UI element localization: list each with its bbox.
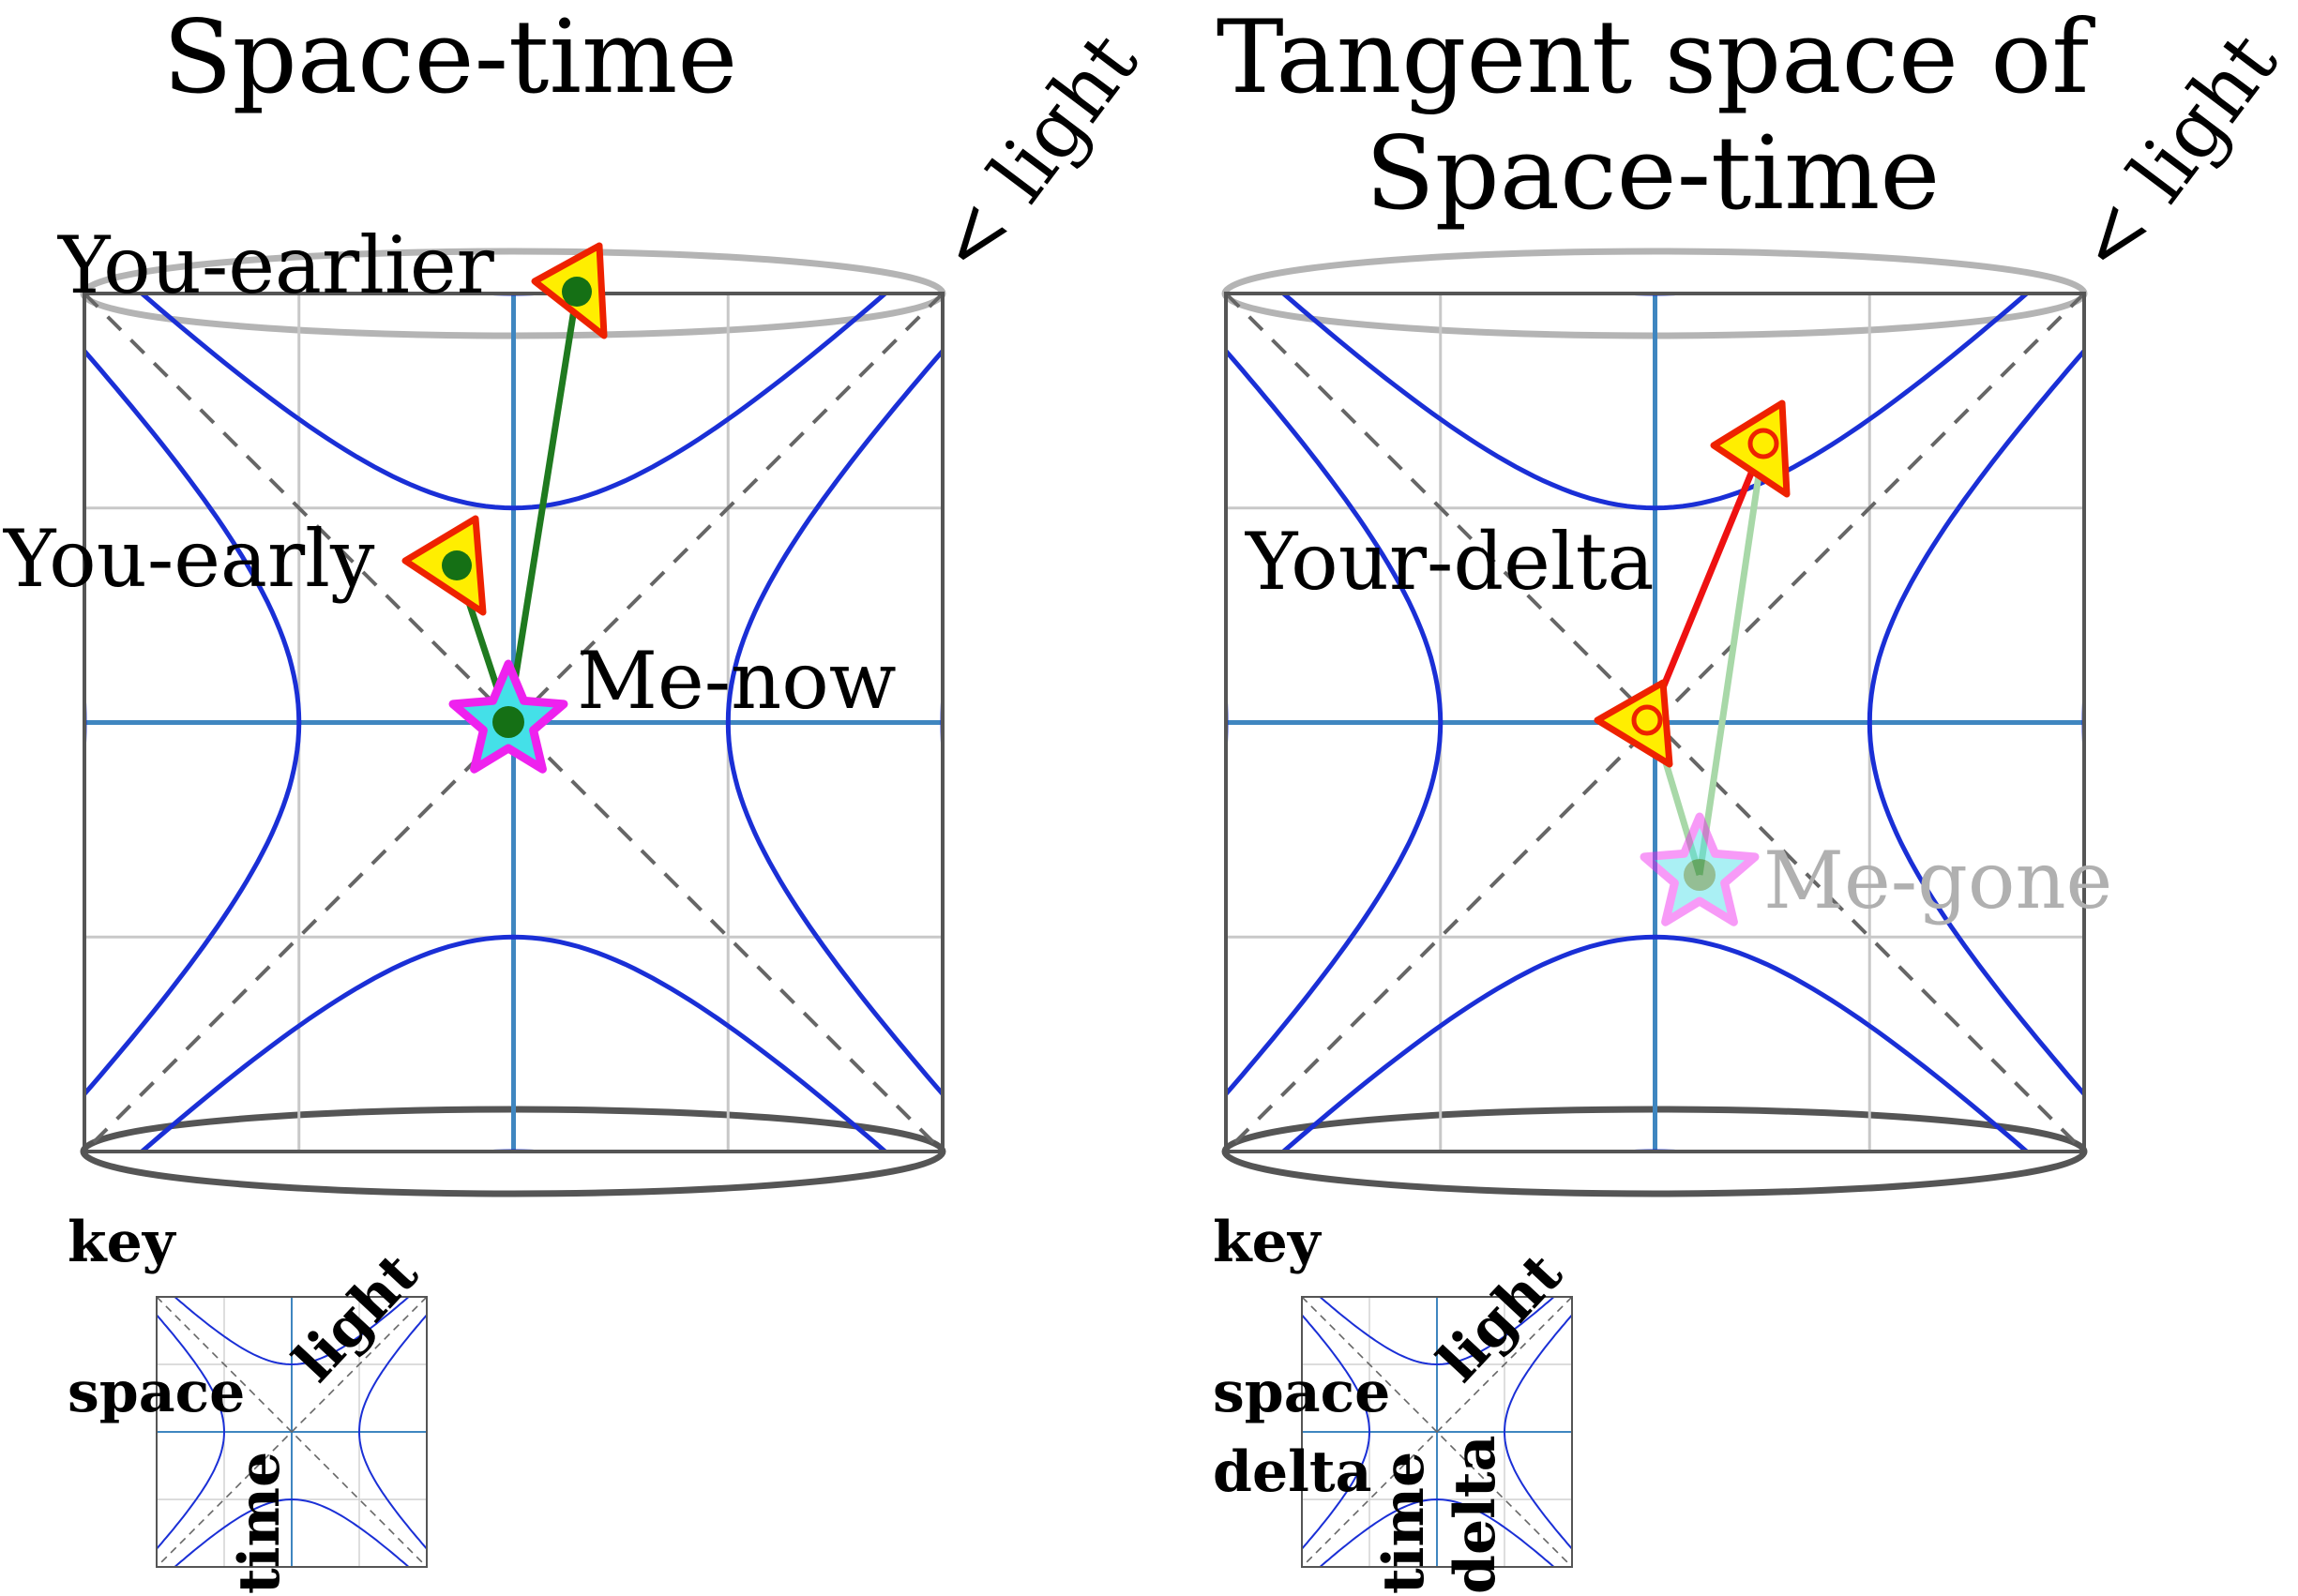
key-time-label: time [227,1452,293,1594]
me-gone-star [1640,812,1760,926]
spacelike-hyperbola [426,1415,427,1449]
spacelike-hyperbola [1302,1415,1303,1449]
key-light-label: light [1426,1241,1576,1394]
your-delta-label: Your-delta [1245,516,1655,608]
spacetime-panel: Space-time < light You-earlier You-early… [3,0,1156,1594]
key-time-label: time [1371,1452,1437,1594]
spacelike-hyperbola [157,1415,158,1449]
worldline-to-you-earlier [505,291,581,723]
timelike-hyperbola [1420,1566,1454,1567]
plot-frame [1224,292,2086,1153]
me-now-label: Me-now [577,635,897,727]
panel-title: Space-time [163,0,738,116]
light-cone-line [157,1297,427,1567]
spacelike-hyperbola [157,1313,226,1551]
key-time-delta-label: delta [1443,1435,1508,1594]
tangent-space-panel: Tangent space of Space-time < light Your… [1213,0,2295,1594]
key-frame [1301,1296,1573,1568]
timelike-hyperbola [1318,1498,1556,1567]
spacelike-hyperbola [1571,1415,1572,1449]
faded-worldline [1696,443,1767,876]
panel-title-line2: Space-time [1366,115,1941,233]
timelike-hyperbola [1279,294,2031,511]
spacelike-hyperbola [2081,677,2084,768]
timelike-hyperbola [173,1297,411,1366]
spacelike-hyperbola [84,677,87,768]
delta-origin-marker [1594,679,1673,768]
key-heading: key [1213,1210,1323,1275]
key-space-label: space [68,1360,245,1425]
you-early-label: You-early [3,513,375,605]
you-earlier-label: You-earlier [57,219,495,311]
me-now-star [448,659,568,774]
you-earlier-marker [531,242,608,339]
light-label: < light [917,16,1156,291]
light-label: < light [2057,16,2295,291]
key-plot [1302,1297,1572,1567]
key-light-label: light [281,1241,431,1394]
spacelike-hyperbola [1226,347,1444,1098]
spacetime-key: key space time light [68,1210,431,1594]
spacelike-hyperbola [940,677,943,768]
delta-tip-marker [1710,399,1791,498]
light-cone-line [1302,1297,1572,1567]
spacelike-hyperbola [357,1313,427,1551]
spacelike-hyperbola [1503,1313,1572,1551]
tangent-key: key space delta time delta light [1213,1210,1576,1594]
key-heading: key [68,1210,177,1275]
key-frame [156,1296,428,1568]
you-early-marker [401,515,487,616]
timelike-hyperbola [1279,934,2031,1152]
plot-frame [83,292,945,1153]
your-delta-vector [1647,442,1767,719]
spacelike-hyperbola [1867,347,2084,1098]
key-space-delta-label: delta [1213,1439,1372,1505]
timelike-hyperbola [173,1498,411,1567]
me-gone-label: Me-gone [1763,835,2112,926]
timelike-hyperbola [138,934,889,1152]
spacelike-hyperbola [84,347,302,1098]
timelike-hyperbola [1318,1297,1556,1366]
spacelike-hyperbola [1302,1313,1371,1551]
panel-title-line1: Tangent space of [1217,0,2096,116]
spacelike-hyperbola [725,347,943,1098]
timelike-hyperbola [138,294,889,511]
key-space-label: space [1213,1360,1390,1425]
key-plot [157,1297,427,1567]
spacelike-hyperbola [1226,677,1229,768]
